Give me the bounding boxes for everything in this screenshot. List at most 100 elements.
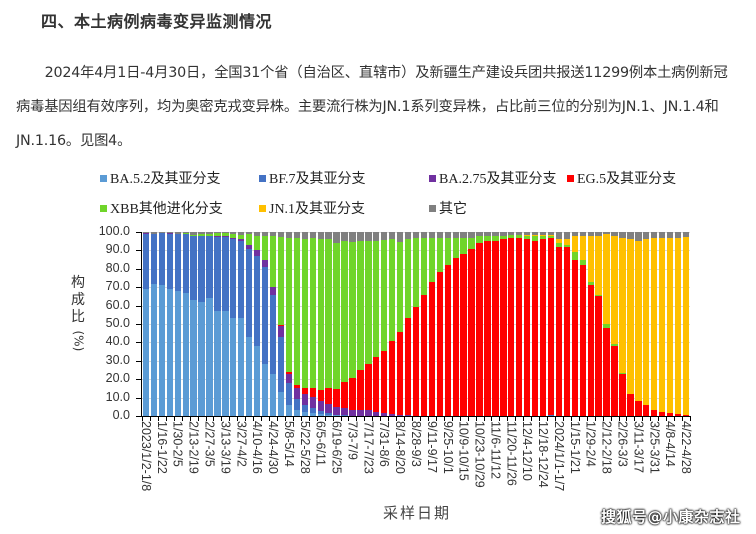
y-tick-label: 10.0 — [105, 389, 130, 404]
stacked-bar — [595, 232, 602, 416]
bar-segment — [158, 284, 165, 416]
bar-segment — [500, 232, 507, 236]
x-axis-line — [141, 416, 691, 417]
y-axis-title: 构成比 (%) — [71, 275, 86, 352]
y-tick-label: 80.0 — [105, 260, 130, 275]
legend-swatch — [259, 204, 266, 212]
legend-label: XBB其他进化分支 — [110, 202, 223, 217]
section-heading: 四、本土病例病毒变异监测情况 — [41, 12, 273, 31]
y-tick — [136, 250, 141, 252]
bar-segment — [563, 232, 571, 240]
bar-segment — [349, 242, 356, 379]
stacked-bar — [214, 232, 221, 416]
stacked-bar — [508, 232, 515, 416]
bar-segment — [420, 237, 428, 295]
x-tick — [451, 417, 453, 421]
x-tick-label: 8/14-8/20 — [393, 421, 408, 474]
stacked-bar — [420, 232, 428, 416]
bar-segment — [571, 252, 578, 260]
bar-segment — [301, 412, 308, 416]
stacked-bar — [206, 232, 213, 416]
bar-segment — [174, 290, 181, 416]
stacked-bar — [492, 232, 499, 416]
x-tick-label: 4/22-4/28 — [679, 421, 694, 474]
bar-segment — [269, 373, 277, 416]
legend-item: BF.7及其亚分支 — [259, 168, 366, 188]
bar-segment — [142, 233, 150, 234]
bar-segment — [349, 232, 356, 243]
stacked-bars — [142, 232, 690, 416]
bar-segment — [524, 232, 531, 235]
bar-segment — [500, 239, 507, 416]
bar-segment — [277, 236, 285, 325]
bar-segment — [317, 410, 324, 415]
stacked-bar — [325, 232, 332, 416]
x-tick — [499, 417, 501, 421]
bar-segment — [309, 387, 316, 397]
bar-segment — [579, 259, 586, 266]
x-tick — [356, 417, 358, 421]
bar-segment — [317, 401, 324, 411]
bar-segment — [198, 235, 205, 302]
bar-segment — [516, 232, 523, 235]
bar-segment — [627, 239, 634, 394]
bar-segment — [539, 235, 547, 240]
bar-segment — [293, 237, 301, 385]
bar-segment — [301, 404, 308, 413]
stacked-bar — [484, 232, 491, 416]
bar-segment — [142, 232, 150, 234]
legend-label: BA.2.75及其亚分支 — [439, 172, 557, 187]
stacked-bar — [666, 232, 674, 416]
bar-segment — [404, 238, 412, 318]
y-tick-label: 100.0 — [98, 224, 130, 238]
x-tick-label: 7/17-7/23 — [361, 421, 376, 474]
bar-segment — [595, 235, 602, 295]
legend-swatch — [429, 174, 436, 182]
bar-segment — [317, 239, 324, 391]
stacked-bar — [651, 232, 658, 416]
stacked-bar — [381, 232, 388, 416]
bar-segment — [309, 232, 316, 239]
bar-segment — [547, 415, 555, 416]
stacked-bar — [682, 232, 690, 416]
x-tick — [189, 417, 191, 421]
stacked-bar — [341, 232, 348, 416]
x-axis-title: 采样日期 — [383, 504, 452, 522]
bar-segment — [341, 415, 348, 416]
bar-segment — [301, 388, 308, 394]
x-tick-label: 6/19-6/25 — [329, 421, 344, 474]
bar-segment — [571, 232, 578, 236]
bar-segment — [508, 232, 515, 235]
bar-segment — [412, 237, 420, 308]
x-tick-label: 2/13-2/19 — [186, 421, 201, 474]
bar-segment — [238, 234, 245, 240]
x-tick-label: 2/27-3/5 — [202, 421, 217, 467]
stacked-bar — [611, 232, 618, 416]
x-tick — [332, 417, 334, 421]
bar-segment — [182, 232, 189, 234]
x-tick — [300, 417, 302, 421]
bar-segment — [396, 415, 404, 416]
x-tick — [340, 417, 342, 421]
bar-segment — [222, 235, 229, 237]
x-tick — [149, 417, 151, 421]
bar-segment — [230, 232, 237, 235]
bar-segment — [508, 237, 515, 416]
stacked-bar — [174, 232, 181, 416]
x-tick-label: 7/31-8/6 — [377, 421, 392, 467]
bar-segment — [222, 310, 229, 416]
stacked-bar — [587, 232, 594, 416]
x-tick — [602, 417, 604, 421]
y-tick — [136, 397, 141, 399]
bar-segment — [531, 235, 539, 242]
x-tick-label: 12/18-12/24 — [536, 421, 551, 488]
bar-segment — [524, 239, 531, 416]
bar-segment — [682, 232, 690, 237]
x-tick — [586, 417, 588, 421]
x-tick — [372, 417, 374, 421]
bar-segment — [190, 235, 197, 301]
bar-segment — [365, 410, 372, 416]
legend-swatch — [567, 174, 574, 182]
stacked-bar — [468, 232, 475, 416]
bar-segment — [404, 232, 412, 239]
